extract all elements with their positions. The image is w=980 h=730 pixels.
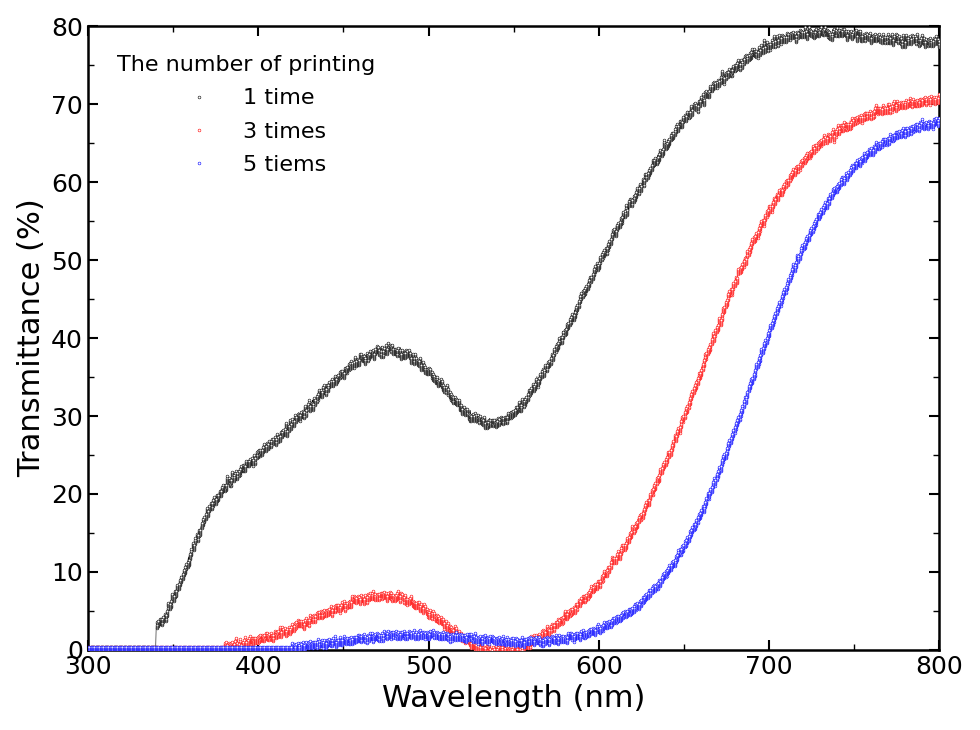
1 time (496, 419, 508, 428)
5 tiems (934, 119, 946, 128)
5 tiems (908, 126, 920, 135)
X-axis label: Wavelength (nm): Wavelength (nm) (382, 684, 646, 713)
5 tiems (82, 648, 94, 657)
3 times (501, 652, 513, 661)
3 times (908, 102, 920, 111)
5 tiems (125, 648, 137, 657)
1 time (820, 26, 832, 35)
1 time (125, 648, 137, 657)
3 times (473, 644, 485, 653)
Line: 3 times: 3 times (86, 98, 941, 658)
1 time (753, 46, 764, 55)
3 times (909, 100, 921, 109)
1 time (934, 43, 946, 52)
5 tiems (473, 639, 485, 648)
5 tiems (908, 126, 920, 135)
3 times (496, 648, 508, 657)
Line: 1 time: 1 time (86, 29, 941, 654)
Legend: 1 time, 3 times, 5 tiems: 1 time, 3 times, 5 tiems (99, 37, 393, 193)
1 time (473, 420, 485, 429)
3 times (932, 95, 944, 104)
3 times (753, 229, 764, 238)
5 tiems (931, 119, 943, 128)
3 times (125, 648, 137, 657)
3 times (934, 99, 946, 108)
5 tiems (753, 361, 764, 370)
5 tiems (496, 639, 508, 648)
3 times (82, 648, 94, 657)
1 time (908, 37, 920, 46)
Line: 5 tiems: 5 tiems (86, 122, 941, 654)
1 time (909, 39, 921, 47)
1 time (82, 648, 94, 657)
Y-axis label: Transmittance (%): Transmittance (%) (17, 199, 46, 477)
